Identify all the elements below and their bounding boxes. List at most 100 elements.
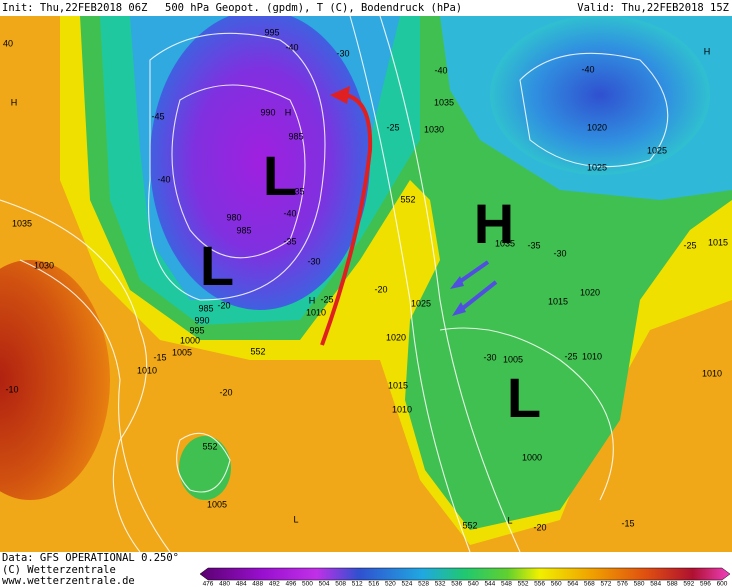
colorbar-label: 544 — [484, 581, 495, 587]
colorbar-label: 476 — [203, 581, 214, 587]
colorbar-label: 512 — [352, 581, 363, 587]
init-time: Init: Thu,22FEB2018 06Z — [2, 2, 147, 14]
colorbar-label: 508 — [335, 581, 346, 587]
colorbar-label: 600 — [717, 581, 728, 587]
contour-label: 980 — [226, 212, 241, 222]
contour-label: 990 — [260, 107, 275, 117]
contour-label: 1010 — [306, 307, 326, 317]
contour-label: H — [11, 97, 18, 107]
contour-label: -35 — [291, 186, 304, 196]
contour-label: 1010 — [392, 404, 412, 414]
contour-label: 1000 — [522, 452, 542, 462]
contour-label: -40 — [434, 65, 447, 75]
contour-label: -25 — [386, 122, 399, 132]
contour-label: 1020 — [386, 332, 406, 342]
contour-label: -20 — [374, 284, 387, 294]
colorbar-label: 568 — [584, 581, 595, 587]
colorbar-label: 524 — [402, 581, 413, 587]
colorbar-label: 580 — [634, 581, 645, 587]
contour-label: 1020 — [587, 122, 607, 132]
contour-label: -40 — [581, 64, 594, 74]
contour-label: 552 — [462, 520, 477, 530]
contour-label: -25 — [320, 294, 333, 304]
colorbar-label: 560 — [551, 581, 562, 587]
contour-label: 1015 — [548, 296, 568, 306]
contour-label: 1030 — [424, 124, 444, 134]
contour-label: 990 — [194, 315, 209, 325]
contour-label: H — [285, 107, 292, 117]
colorbar-label: 552 — [518, 581, 529, 587]
colorbar-label: 500 — [302, 581, 313, 587]
contour-label: -10 — [5, 384, 18, 394]
pressure-center: L — [507, 366, 541, 429]
colorbar-label: 584 — [650, 581, 661, 587]
contour-label: 995 — [264, 27, 279, 37]
colorbar-label: 592 — [683, 581, 694, 587]
contour-label: 985 — [236, 225, 251, 235]
contour-label: -30 — [336, 48, 349, 58]
contour-label: 552 — [250, 346, 265, 356]
arrows — [320, 86, 498, 346]
colorbar-label: 532 — [435, 581, 446, 587]
pressure-center: H — [474, 192, 514, 255]
website: www.wetterzentrale.de — [2, 575, 135, 587]
contour-label: 1000 — [180, 335, 200, 345]
contour-label: 1035 — [495, 238, 515, 248]
colorbar-label: 596 — [700, 581, 711, 587]
contour-label: 1035 — [434, 97, 454, 107]
colorbar-label: 484 — [236, 581, 247, 587]
contour-label: 1010 — [702, 368, 722, 378]
colorbar-label: 576 — [617, 581, 628, 587]
contour-label: 1025 — [587, 162, 607, 172]
contour-label: L — [293, 514, 298, 524]
contour-label: -25 — [564, 351, 577, 361]
contour-label: 1025 — [647, 145, 667, 155]
contour-label: 1005 — [207, 499, 227, 509]
contour-label: H — [309, 295, 316, 305]
colorbar-label: 520 — [385, 581, 396, 587]
colorbar: 476 480 484 488 492 496 500 504 508 512 516 520 524 5… — [199, 567, 731, 587]
colorbar-label: 540 — [468, 581, 479, 587]
colorbar-label: 480 — [219, 581, 230, 587]
contour-label: 995 — [189, 325, 204, 335]
contour-label: H — [704, 46, 711, 56]
colorbar-label: 528 — [418, 581, 429, 587]
map-background — [0, 10, 732, 553]
colorbar-label: 516 — [368, 581, 379, 587]
contour-label: 552 — [400, 194, 415, 204]
pressure-center: L — [263, 144, 297, 207]
contour-label: -30 — [307, 256, 320, 266]
field-description: 500 hPa Geopot. (gpdm), T (C), Bodendruc… — [165, 2, 462, 14]
contour-label: 1025 — [411, 298, 431, 308]
colorbar-label: 536 — [451, 581, 462, 587]
pressure-center: L — [200, 234, 234, 297]
contour-label: 985 — [288, 131, 303, 141]
contour-label: 1030 — [34, 260, 54, 270]
contour-label: -45 — [151, 111, 164, 121]
contour-label: -35 — [283, 236, 296, 246]
contour-label: 1015 — [708, 237, 728, 247]
contour-label: 40 — [3, 38, 13, 48]
valid-time: Valid: Thu,22FEB2018 15Z — [577, 2, 729, 14]
contour-label: 1005 — [503, 354, 523, 364]
contour-label: -40 — [285, 42, 298, 52]
contour-label: 1010 — [582, 351, 602, 361]
data-source: Data: GFS OPERATIONAL 0.250° — [2, 552, 179, 564]
contour-label: -15 — [153, 352, 166, 362]
colorbar-label: 548 — [501, 581, 512, 587]
contour-label: 1010 — [137, 365, 157, 375]
contour-label: 1020 — [580, 287, 600, 297]
contour-label: -40 — [283, 208, 296, 218]
colorbar-label: 564 — [567, 581, 578, 587]
colorbar-label: 588 — [667, 581, 678, 587]
copyright: (C) Wetterzentrale — [2, 564, 116, 576]
contour-label: 1035 — [12, 218, 32, 228]
colorbar-ramp — [199, 567, 731, 581]
colorbar-label: 488 — [252, 581, 263, 587]
colorbar-label: 572 — [601, 581, 612, 587]
contour-label: 1005 — [172, 347, 192, 357]
contour-label: -15 — [621, 518, 634, 528]
contour-label: -30 — [483, 352, 496, 362]
